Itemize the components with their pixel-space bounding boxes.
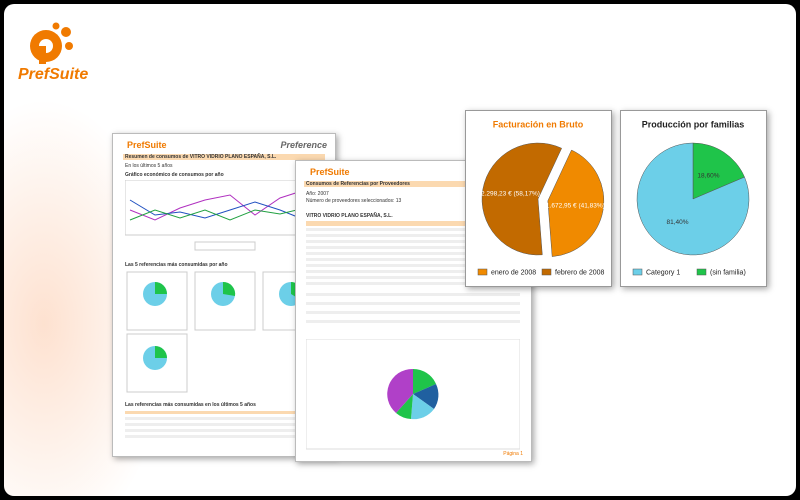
supplier: VITRO VIDRIO PLANO ESPAÑA, S.L. <box>306 213 393 219</box>
pie-chart: Facturación en Bruto 1.672,95 € (41,83%) 2… <box>477 119 605 276</box>
table-row <box>306 258 520 261</box>
brand: PrefSuite <box>310 167 350 177</box>
table-row <box>306 252 520 255</box>
pie-chart: Producción por familias 18,60% 81,40% Categ… <box>632 119 750 276</box>
report-title: Resumen de consumos de VITRO VIDRIO PLAN… <box>123 154 325 160</box>
table-row <box>306 240 520 243</box>
table-row <box>306 234 520 237</box>
table-row <box>306 246 520 249</box>
legend-swatch <box>632 268 643 276</box>
table-row <box>125 435 323 438</box>
section-title: Gráfico económico de consumos por año <box>125 172 224 178</box>
legend-swatch <box>541 268 552 276</box>
chart-title: Producción por familias <box>642 119 745 129</box>
legend-swatch <box>696 268 707 276</box>
slide: PrefSuite PrefSuite Preference Resumen d… <box>4 4 796 496</box>
table-row <box>306 282 520 285</box>
table-row <box>306 311 520 314</box>
text-line: Año: 2007 <box>306 191 329 197</box>
legend-swatch <box>477 268 488 276</box>
table-row <box>306 270 520 273</box>
table-row <box>306 276 520 279</box>
legend-label: febrero de 2008 <box>555 269 605 276</box>
report-title: Consumos de Referencias por Proveedores <box>304 181 524 187</box>
chart-title: Facturación en Bruto <box>493 119 584 129</box>
table-header <box>125 411 323 414</box>
subtitle: En los últimos 5 años <box>125 163 173 169</box>
table-row <box>306 320 520 323</box>
table-row <box>306 302 520 305</box>
logo-text: PrefSuite <box>18 66 89 83</box>
legend-label: enero de 2008 <box>491 269 536 276</box>
table-row <box>125 417 323 420</box>
slice-label: 18,60% <box>697 172 719 179</box>
slice-label: 1.672,95 € (41,83%) <box>546 203 605 210</box>
table-row <box>125 429 323 432</box>
pie-slice <box>481 142 562 256</box>
pie-thumbnail <box>306 339 520 450</box>
table-header <box>306 221 520 226</box>
table-row <box>306 228 520 231</box>
table-row <box>306 264 520 267</box>
table-row <box>306 293 520 296</box>
brand-right: Preference <box>280 140 327 150</box>
chart-panel: Producción por familias 18,60% 81,40% Categ… <box>620 110 767 287</box>
pie-slice <box>692 142 745 200</box>
section-title: Las 5 referencias más consumidas por año <box>125 262 228 268</box>
text-line: Número de proveedores seleccionados: 13 <box>306 198 402 204</box>
brand: PrefSuite <box>127 140 167 150</box>
line-chart-thumbnail <box>125 180 323 251</box>
table-row <box>125 423 323 426</box>
legend-label: (sin familia) <box>710 269 746 276</box>
pie-slice <box>547 149 605 257</box>
slice-label: 81,40% <box>667 219 689 226</box>
legend-label: Category 1 <box>646 269 680 276</box>
pie-slice <box>636 142 750 256</box>
section-title: Las referencias más consumidas en los úl… <box>125 402 256 408</box>
chart-panel: Facturación en Bruto 1.672,95 € (41,83%) 2… <box>465 110 612 287</box>
page-number: Página 1 <box>503 451 523 457</box>
logo-icon <box>30 22 73 64</box>
slice-label: 2.298,23 € (58,17%) <box>481 191 540 198</box>
